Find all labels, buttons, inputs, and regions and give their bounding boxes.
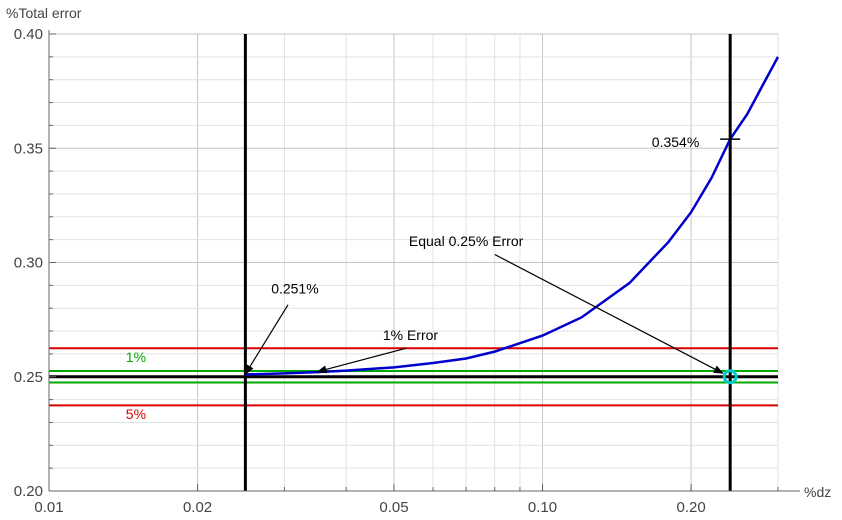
series xyxy=(245,56,780,376)
series-line xyxy=(245,56,780,376)
x-axis-title: %dz xyxy=(804,484,831,500)
reference-lines: 1% 5% xyxy=(49,34,778,491)
y-tick-label: 0.30 xyxy=(14,255,43,272)
x-tick-label: 0.05 xyxy=(379,499,408,516)
x-tick-label: 0.10 xyxy=(528,499,557,516)
y-tick-label: 0.40 xyxy=(14,26,43,43)
y-axis-title: %Total error xyxy=(6,5,82,21)
annotation-arrow xyxy=(494,253,724,374)
y-tick-label: 0.25 xyxy=(14,369,43,386)
annotation-label: 0.251% xyxy=(271,280,318,296)
annotation-label: 1% Error xyxy=(383,327,439,343)
band-label: 1% xyxy=(126,349,146,365)
annotation-arrow xyxy=(244,304,289,375)
grid xyxy=(48,33,779,492)
band-label: 5% xyxy=(126,406,146,422)
point-marker xyxy=(722,369,738,385)
x-tick-label: 0.20 xyxy=(676,499,705,516)
x-tick-label: 0.01 xyxy=(34,499,63,516)
y-tick-label: 0.20 xyxy=(14,483,43,500)
annotation-arrow xyxy=(316,347,407,374)
axes: 0.01 0.02 0.05 0.10 0.20 0.20 0.25 0.30 0.35 0.40 xyxy=(14,26,800,516)
annotations: 0.251% 1% Error Equal 0.25% Error 0.354% xyxy=(244,131,741,385)
annotation-label: 0.354% xyxy=(652,134,699,150)
annotation-label: Equal 0.25% Error xyxy=(409,233,524,249)
y-tick-label: 0.35 xyxy=(14,140,43,157)
x-tick-label: 0.02 xyxy=(183,499,212,516)
